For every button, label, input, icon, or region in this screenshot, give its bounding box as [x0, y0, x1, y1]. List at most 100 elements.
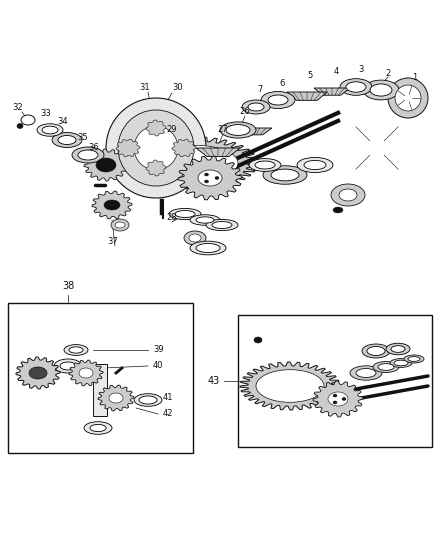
- Ellipse shape: [220, 122, 256, 138]
- Text: 32: 32: [13, 103, 23, 112]
- Ellipse shape: [72, 147, 104, 163]
- Polygon shape: [287, 92, 327, 100]
- Ellipse shape: [139, 396, 157, 404]
- Ellipse shape: [52, 133, 82, 148]
- Polygon shape: [98, 385, 134, 411]
- Ellipse shape: [96, 158, 116, 172]
- Ellipse shape: [242, 100, 270, 114]
- Ellipse shape: [64, 345, 88, 356]
- Text: 2: 2: [385, 69, 391, 77]
- Ellipse shape: [261, 92, 295, 109]
- Ellipse shape: [29, 367, 47, 379]
- Ellipse shape: [254, 337, 262, 343]
- Ellipse shape: [206, 220, 238, 231]
- Text: 7: 7: [257, 85, 263, 94]
- Ellipse shape: [263, 166, 307, 184]
- Ellipse shape: [84, 422, 112, 434]
- Ellipse shape: [54, 359, 82, 373]
- Polygon shape: [92, 191, 132, 219]
- Polygon shape: [234, 128, 272, 135]
- Ellipse shape: [60, 362, 76, 370]
- Text: 41: 41: [163, 393, 173, 402]
- Ellipse shape: [367, 346, 385, 356]
- Text: 26: 26: [240, 108, 250, 117]
- Ellipse shape: [248, 103, 264, 111]
- Text: 3: 3: [358, 66, 364, 75]
- Polygon shape: [196, 148, 240, 157]
- Ellipse shape: [118, 110, 194, 186]
- Ellipse shape: [268, 95, 288, 105]
- Text: 31: 31: [140, 84, 150, 93]
- Polygon shape: [146, 160, 166, 176]
- Ellipse shape: [69, 347, 83, 353]
- Text: 28: 28: [167, 214, 177, 222]
- Text: 40: 40: [153, 361, 163, 370]
- Ellipse shape: [196, 244, 220, 253]
- Ellipse shape: [175, 211, 195, 217]
- Ellipse shape: [391, 345, 405, 352]
- Ellipse shape: [37, 124, 63, 136]
- Ellipse shape: [342, 398, 346, 400]
- Ellipse shape: [58, 135, 76, 144]
- Ellipse shape: [111, 219, 129, 231]
- Ellipse shape: [408, 357, 420, 361]
- Text: 5: 5: [307, 70, 313, 79]
- Text: 38: 38: [62, 281, 74, 291]
- Text: 43: 43: [208, 376, 220, 386]
- Text: 6: 6: [279, 78, 285, 87]
- Polygon shape: [134, 137, 258, 189]
- Ellipse shape: [106, 98, 206, 198]
- Bar: [8, 303, 193, 453]
- Ellipse shape: [370, 84, 392, 96]
- Ellipse shape: [190, 215, 220, 225]
- Text: 35: 35: [78, 133, 88, 142]
- Polygon shape: [84, 149, 128, 181]
- Ellipse shape: [249, 159, 281, 172]
- Text: 29: 29: [167, 125, 177, 134]
- Ellipse shape: [90, 424, 106, 432]
- Ellipse shape: [386, 343, 410, 355]
- Ellipse shape: [395, 85, 421, 111]
- Ellipse shape: [17, 124, 23, 128]
- Ellipse shape: [226, 125, 250, 135]
- Text: 39: 39: [153, 345, 164, 354]
- Text: 36: 36: [88, 143, 99, 152]
- Text: 33: 33: [41, 109, 51, 117]
- Ellipse shape: [328, 392, 348, 406]
- Ellipse shape: [271, 169, 299, 181]
- Ellipse shape: [115, 222, 125, 228]
- Ellipse shape: [134, 394, 162, 406]
- Ellipse shape: [340, 79, 372, 95]
- Ellipse shape: [256, 370, 324, 402]
- Polygon shape: [240, 362, 340, 410]
- Ellipse shape: [189, 234, 201, 242]
- Polygon shape: [16, 357, 60, 389]
- Ellipse shape: [333, 401, 337, 404]
- Text: 27: 27: [218, 125, 228, 134]
- Text: 42: 42: [163, 409, 173, 418]
- Ellipse shape: [363, 80, 399, 100]
- Ellipse shape: [79, 368, 93, 378]
- Ellipse shape: [339, 189, 357, 201]
- Polygon shape: [313, 381, 363, 417]
- Ellipse shape: [304, 160, 326, 169]
- Polygon shape: [69, 360, 103, 386]
- Ellipse shape: [104, 200, 120, 210]
- Polygon shape: [116, 139, 140, 157]
- Ellipse shape: [205, 180, 208, 183]
- Ellipse shape: [356, 368, 376, 377]
- Ellipse shape: [109, 393, 123, 403]
- Ellipse shape: [404, 355, 424, 363]
- Ellipse shape: [373, 361, 399, 373]
- Bar: [93, 364, 107, 416]
- Polygon shape: [146, 120, 166, 136]
- Ellipse shape: [78, 150, 98, 160]
- Ellipse shape: [378, 364, 394, 370]
- Ellipse shape: [333, 207, 343, 213]
- Ellipse shape: [215, 176, 219, 180]
- Ellipse shape: [394, 360, 408, 366]
- Text: 34: 34: [58, 117, 68, 126]
- Ellipse shape: [212, 222, 232, 229]
- Text: 37: 37: [108, 238, 118, 246]
- Ellipse shape: [196, 217, 214, 223]
